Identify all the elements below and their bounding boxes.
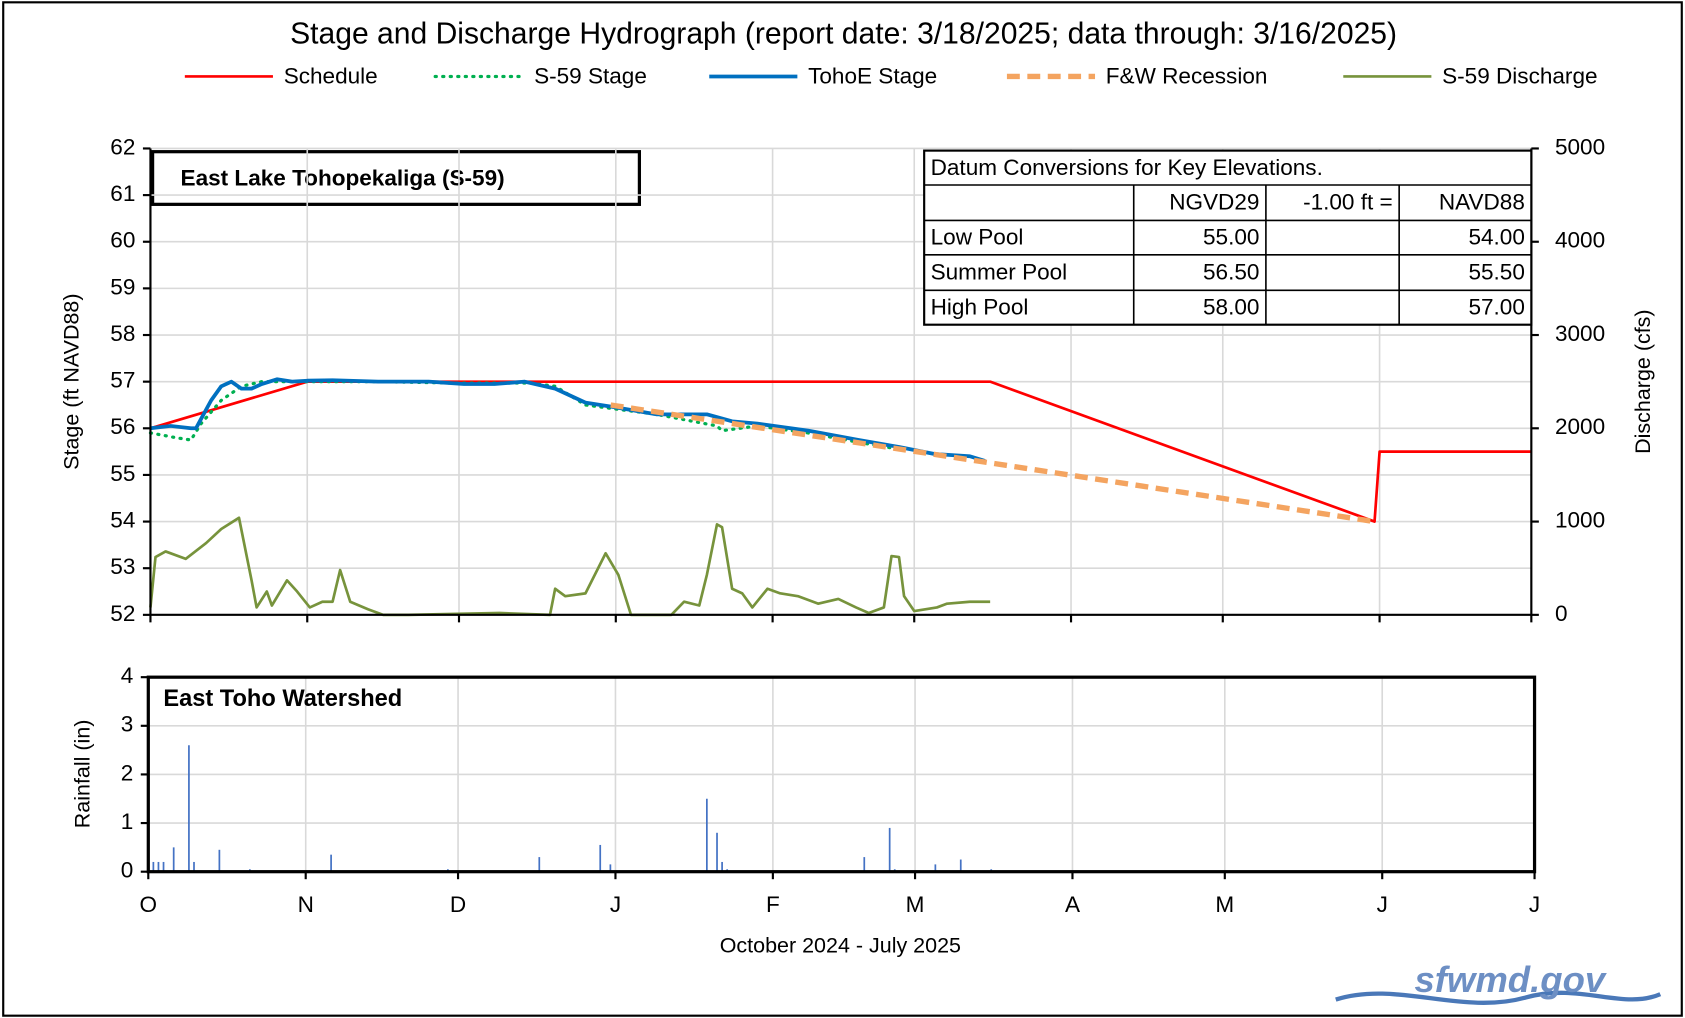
table-row-label: High Pool [931, 295, 1029, 320]
y-axis-label: Stage (ft NAVD88) [60, 293, 84, 469]
plot-frame [146, 675, 1537, 874]
bar [609, 864, 612, 872]
y2-tick-label: 2000 [1555, 414, 1605, 439]
x-tick-label: D [450, 892, 466, 917]
x-tick-label: N [298, 892, 314, 917]
y-tick-label: 52 [110, 601, 135, 626]
x-tick-label: J [1529, 892, 1540, 917]
bar [188, 745, 190, 872]
legend-label: S-59 Stage [534, 63, 647, 88]
table-cell: 57.00 [1468, 295, 1524, 320]
table-header: NAVD88 [1439, 190, 1525, 215]
bar [193, 861, 195, 872]
x-tick-label: M [1215, 892, 1234, 917]
bar [162, 861, 165, 872]
chart-title: Stage and Discharge Hydrograph (report d… [290, 18, 1397, 51]
table-row-label: Low Pool [931, 225, 1024, 250]
bar [888, 827, 891, 872]
table-cell: 55.50 [1468, 260, 1524, 285]
bar [706, 798, 708, 872]
bar [934, 864, 937, 872]
y2-axis-label: Discharge (cfs) [1631, 309, 1655, 453]
x-tick-label: A [1065, 892, 1080, 917]
y2-tick-label: 4000 [1555, 228, 1605, 253]
y2-tick-label: 5000 [1555, 134, 1605, 159]
table-cell: 58.00 [1203, 295, 1259, 320]
legend-label: F&W Recession [1106, 63, 1268, 88]
bar [716, 832, 718, 872]
y-tick-label: 4 [121, 663, 134, 688]
y-axis-label: Rainfall (in) [70, 720, 94, 829]
table-header: -1.00 ft = [1303, 190, 1393, 215]
series-line [150, 380, 1532, 523]
bar [172, 847, 175, 872]
y-tick-label: 1 [121, 809, 134, 834]
table-cell: 55.00 [1203, 225, 1259, 250]
panel-label: East Lake Tohopekaliga (S-59) [181, 166, 505, 191]
table-cell: 54.00 [1468, 225, 1524, 250]
y-tick-label: 62 [110, 134, 135, 159]
table-row-label: Summer Pool [931, 260, 1068, 285]
bar [538, 857, 541, 872]
logo-wave [1335, 990, 1662, 1005]
x-tick-label: O [140, 892, 158, 917]
bar [721, 861, 723, 872]
y2-tick-label: 1000 [1555, 508, 1605, 533]
y-tick-label: 60 [110, 228, 135, 253]
x-tick-label: J [1377, 892, 1388, 917]
series-line [149, 516, 991, 617]
x-axis-label: October 2024 - July 2025 [720, 934, 961, 958]
y-tick-label: 58 [110, 321, 135, 346]
panel-label: East Toho Watershed [163, 686, 402, 712]
series-line [610, 402, 1375, 525]
y-tick-label: 56 [110, 414, 135, 439]
table-cell: 56.50 [1203, 260, 1259, 285]
y-tick-label: 2 [121, 760, 134, 785]
y-tick-label: 54 [110, 508, 135, 533]
series-line [150, 377, 986, 463]
y2-tick-label: 0 [1555, 601, 1568, 626]
y-tick-label: 61 [110, 181, 135, 206]
bar [959, 859, 962, 872]
legend-label: Schedule [284, 63, 378, 88]
y-tick-label: 3 [121, 712, 134, 737]
y2-tick-label: 3000 [1555, 321, 1605, 346]
bar [599, 844, 602, 872]
table-header: NGVD29 [1169, 190, 1259, 215]
y-tick-label: 0 [121, 858, 134, 883]
bar [218, 849, 221, 872]
bar [330, 854, 332, 872]
legend-label: TohoE Stage [808, 63, 937, 88]
y-tick-label: 59 [110, 274, 135, 299]
bar [863, 857, 866, 872]
y-tick-label: 57 [110, 368, 135, 393]
y-tick-label: 55 [110, 461, 135, 486]
bar [157, 861, 160, 872]
x-tick-label: J [610, 892, 621, 917]
logo: sfwmd.gov [1414, 959, 1606, 1000]
bar [152, 861, 155, 872]
y-tick-label: 53 [110, 554, 135, 579]
table-frame [923, 149, 1533, 326]
legend-label: S-59 Discharge [1442, 63, 1597, 88]
table-title: Datum Conversions for Key Elevations. [931, 155, 1323, 180]
x-tick-label: M [906, 892, 925, 917]
x-tick-label: F [766, 892, 780, 917]
